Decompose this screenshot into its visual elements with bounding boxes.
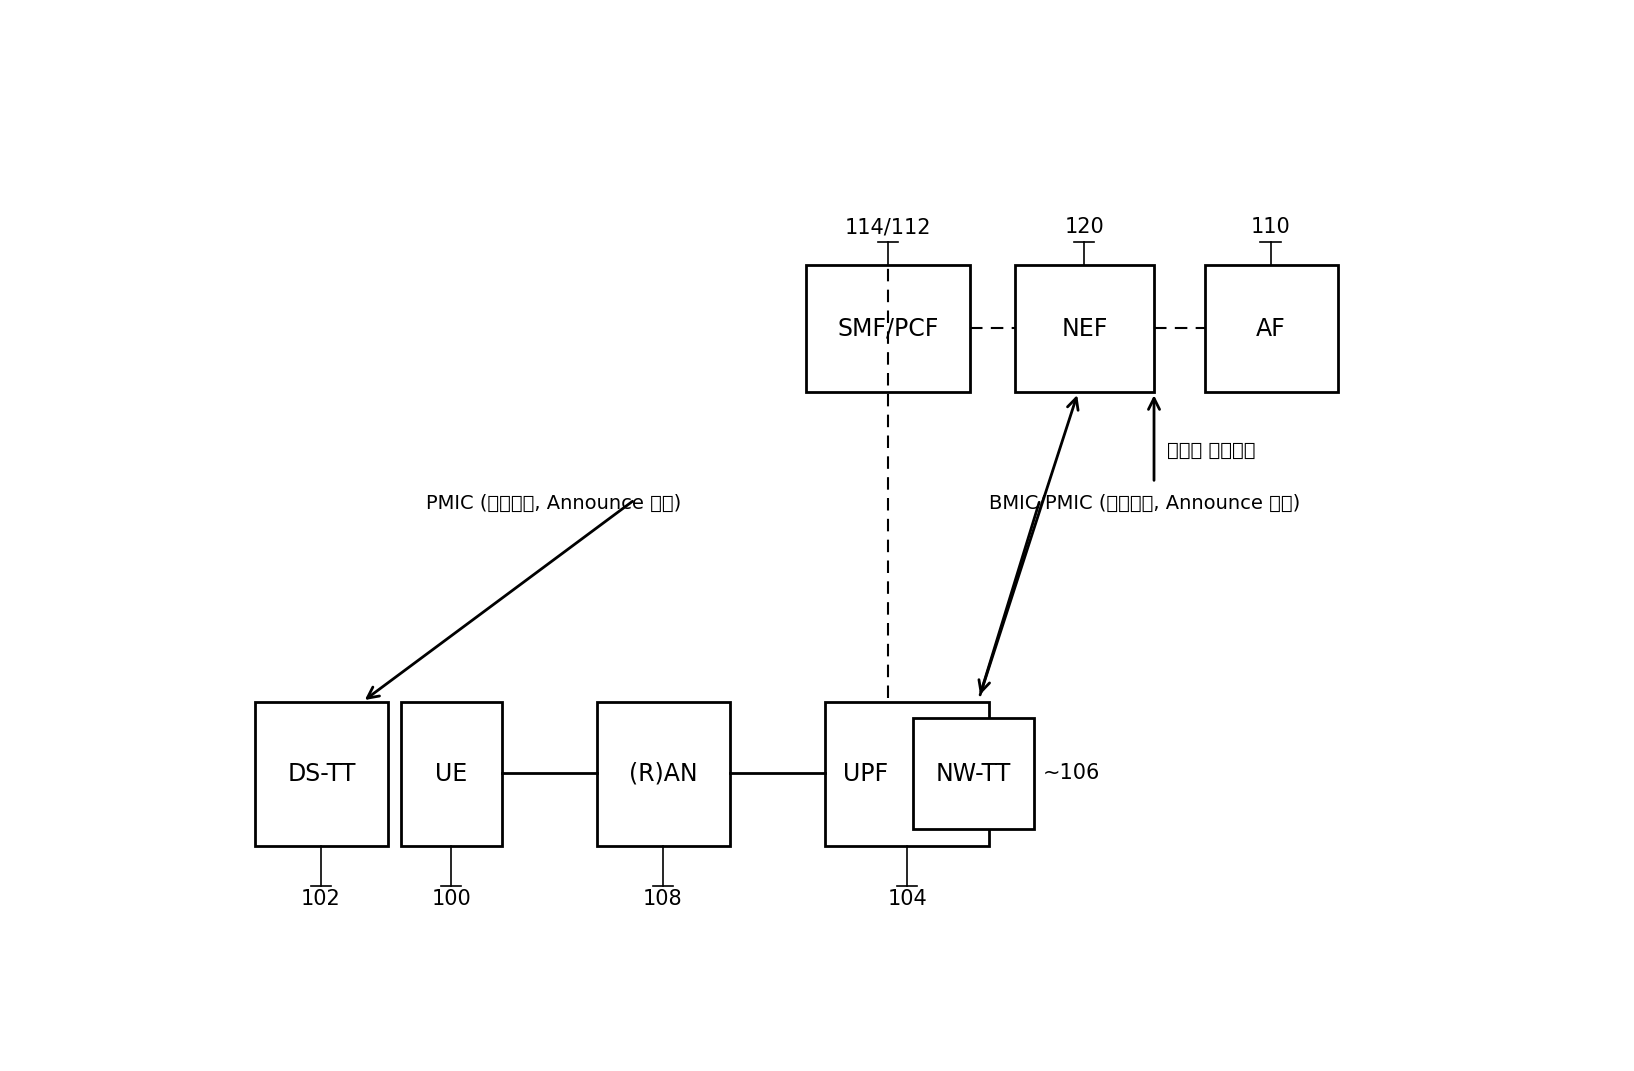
Text: AF: AF	[1257, 317, 1286, 341]
Bar	[596, 702, 730, 846]
Text: UE: UE	[435, 761, 467, 786]
Bar	[1015, 265, 1154, 392]
Text: ~106: ~106	[1042, 764, 1100, 783]
Text: UPF: UPF	[843, 761, 887, 786]
Text: NW-TT: NW-TT	[936, 761, 1011, 786]
Text: 104: 104	[887, 889, 926, 909]
Text: PMIC (포트설정, Announce 정보): PMIC (포트설정, Announce 정보)	[426, 494, 681, 513]
Bar	[913, 719, 1034, 829]
Text: 100: 100	[431, 889, 471, 909]
Text: 110: 110	[1250, 217, 1291, 238]
Text: (R)AN: (R)AN	[629, 761, 698, 786]
Text: 시동기 익스포저: 시동기 익스포저	[1167, 440, 1255, 459]
Text: 114/112: 114/112	[845, 217, 931, 238]
Bar	[400, 702, 502, 846]
Text: SMF/PCF: SMF/PCF	[837, 317, 940, 341]
Text: 102: 102	[301, 889, 340, 909]
Bar	[806, 265, 971, 392]
Bar	[1204, 265, 1338, 392]
Text: NEF: NEF	[1060, 317, 1108, 341]
Text: BMIC/PMIC (포트설정, Announce 정보): BMIC/PMIC (포트설정, Announce 정보)	[989, 494, 1301, 513]
Bar	[255, 702, 387, 846]
Bar	[825, 702, 989, 846]
Text: 120: 120	[1064, 217, 1105, 238]
Text: DS-TT: DS-TT	[288, 761, 356, 786]
Text: 108: 108	[642, 889, 683, 909]
